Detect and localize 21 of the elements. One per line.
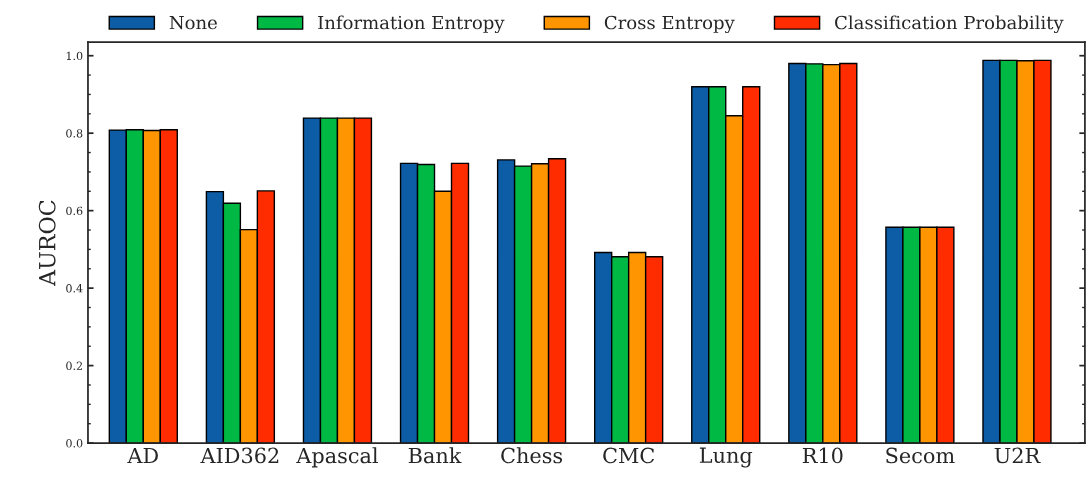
legend-label: Classification Probability: [835, 15, 1064, 34]
y-tick-label: 1.0: [66, 51, 83, 61]
y-tick-label: 0.2: [66, 361, 83, 370]
legend-label: Cross Entropy: [604, 15, 735, 34]
x-tick-label: U2R: [994, 447, 1041, 464]
y-tick-label: 0.8: [66, 129, 83, 138]
x-tick-label: Lung: [699, 447, 753, 468]
y-tick-label: 0.6: [66, 206, 83, 216]
x-tick-label: CMC: [603, 447, 655, 464]
x-tick-label: R10: [802, 447, 843, 464]
x-tick-label: Chess: [501, 447, 563, 464]
x-tick-label: Bank: [408, 447, 462, 464]
y-tick-label: 0.0: [66, 439, 83, 448]
x-tick-label: AID362: [200, 447, 279, 464]
legend-label: Information Entropy: [318, 15, 505, 34]
y-tick-label: 0.4: [66, 284, 83, 293]
legend-label: None: [169, 15, 217, 30]
x-tick-label: Apascal: [296, 447, 378, 468]
x-tick-label: AD: [127, 447, 158, 464]
x-tick-label: Secom: [886, 447, 955, 464]
y-axis-title: AUROC: [38, 200, 56, 287]
